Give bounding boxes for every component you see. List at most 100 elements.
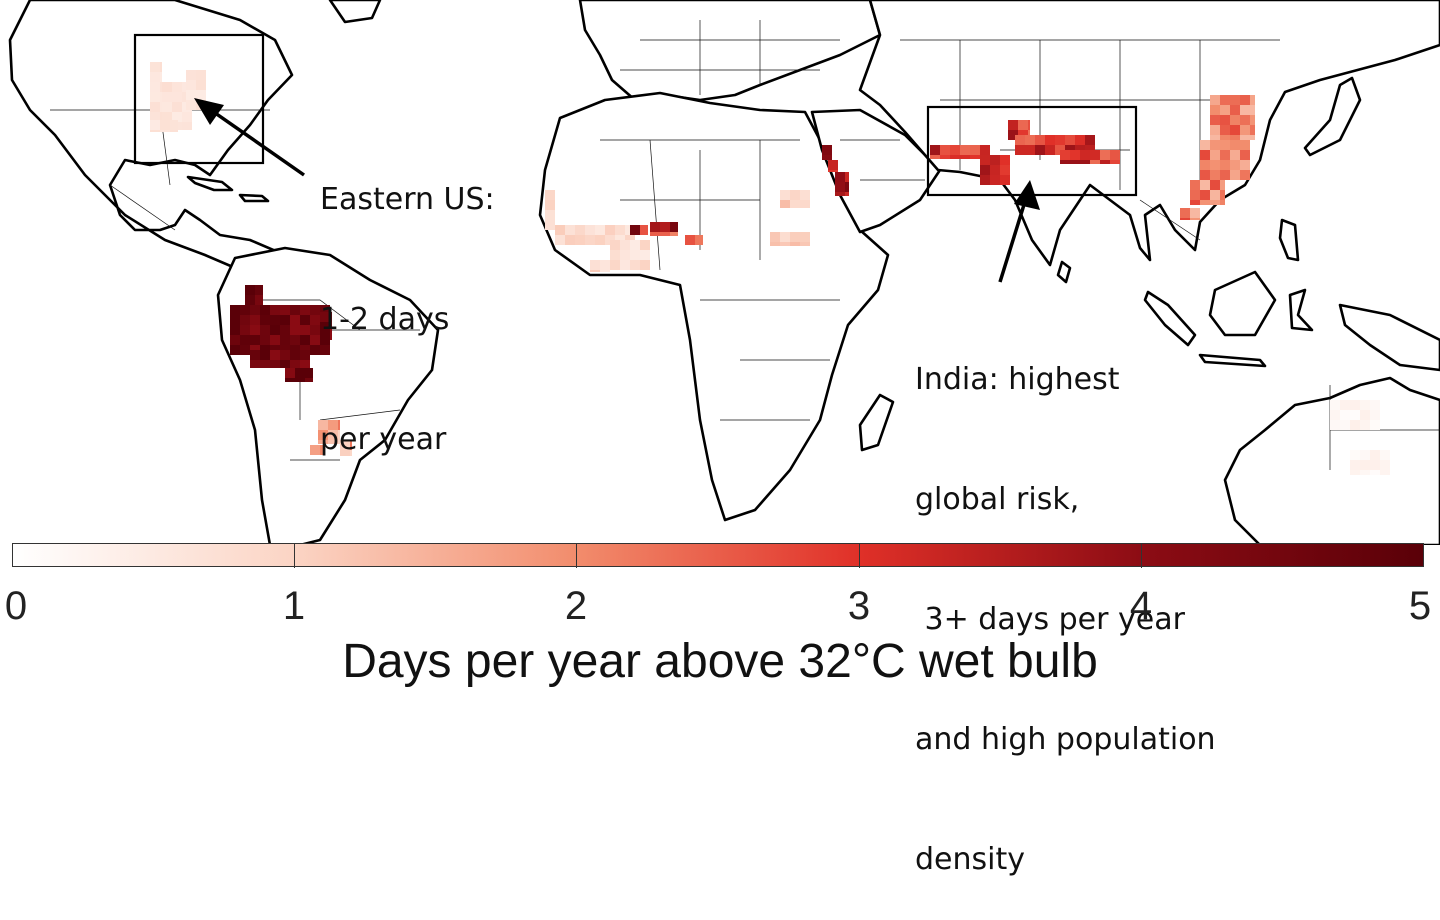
heat-cell-eastern-us — [172, 92, 182, 102]
heat-cell-indus-ganges — [1000, 165, 1010, 175]
heat-cell-indus-ganges — [990, 165, 1000, 175]
heat-cell-paraguay — [340, 440, 350, 450]
heat-cell-east-china — [1240, 150, 1250, 160]
heat-cell-east-china — [1220, 140, 1230, 150]
heat-cell-east-china — [1240, 125, 1250, 135]
heat-cell-red-sea-coast — [835, 182, 845, 192]
heat-cell-eastern-us — [150, 62, 160, 72]
heat-cell-nigeria-chad — [685, 235, 695, 245]
heat-cell-amazon — [230, 335, 240, 345]
heat-cell-eastern-us — [196, 90, 206, 100]
heat-cell-indus-ganges — [980, 145, 990, 155]
heat-cell-amazon — [240, 315, 250, 325]
heat-cell-sudan — [790, 200, 800, 208]
new-guinea — [1338, 303, 1440, 372]
india-annotation-line-5: density — [915, 842, 1025, 877]
india-annotation-line-1: India: highest — [915, 362, 1120, 397]
heat-cell-west-africa — [545, 210, 555, 220]
heat-cell-indus-ganges — [950, 155, 960, 159]
heat-cell-northern-australia — [1350, 450, 1360, 460]
heat-cell-amazon — [250, 325, 260, 335]
madagascar — [858, 393, 895, 452]
heat-cell-indus-ganges — [1090, 150, 1100, 160]
heat-cell-sudan — [780, 200, 790, 208]
heat-cell-west-africa — [585, 235, 595, 245]
heat-cell-indus-ganges — [960, 145, 970, 155]
heat-cell-nigeria-chad — [630, 225, 640, 235]
heat-cell-amazon — [300, 315, 310, 325]
heat-cell-east-china — [1220, 180, 1225, 190]
colorbar-label-2: 2 — [564, 584, 588, 628]
heat-cell-amazon — [300, 360, 310, 368]
heat-cell-east-china — [1230, 105, 1240, 115]
colorbar-label-0: 0 — [4, 584, 28, 628]
heat-cell-west-africa — [595, 235, 605, 245]
heat-cell-eastern-us — [170, 130, 178, 132]
heat-cell-east-china — [1210, 160, 1220, 170]
heat-cell-east-china — [1200, 150, 1210, 160]
heat-cell-red-sea-coast — [845, 192, 849, 196]
heat-cell-indus-ganges — [1028, 120, 1030, 130]
heat-cell-amazon — [320, 305, 330, 315]
eastern-us-highlight-box — [133, 33, 265, 165]
heat-cell-amazon — [230, 305, 240, 315]
heat-cell-east-china — [1210, 135, 1220, 140]
heat-cell-amazon — [295, 368, 305, 378]
heat-cell-eastern-us — [162, 92, 172, 102]
eastern-us-arrow — [206, 106, 306, 177]
heat-cell-amazon — [320, 322, 330, 332]
heat-cell-amazon — [300, 350, 310, 360]
heat-cell-east-china — [1230, 115, 1240, 125]
colorbar-label-4: 4 — [1129, 584, 1153, 628]
eastern-us-annotation: Eastern US: 1-2 days per year — [320, 100, 495, 500]
heat-cell-amazon — [290, 350, 300, 360]
heat-cell-east-china — [1250, 115, 1255, 125]
heat-cell-east-china — [1200, 140, 1210, 150]
heat-cell-northern-australia — [1350, 460, 1360, 470]
europe-landmass — [578, 0, 882, 102]
heat-cell-sudan — [800, 242, 810, 246]
heat-cell-nigeria-chad — [660, 222, 670, 232]
sumatra — [1143, 290, 1197, 347]
heat-cell-red-sea-coast — [828, 160, 838, 170]
heat-cell-indus-ganges — [990, 175, 1000, 185]
heat-cell-northern-australia — [1360, 450, 1370, 460]
heat-cell-east-china — [1250, 135, 1255, 140]
heat-cell-east-china — [1240, 140, 1250, 150]
heat-cell-amazon — [280, 335, 290, 345]
heat-cell-amazon — [290, 315, 300, 325]
sulawesi — [1288, 288, 1314, 332]
heat-cell-eastern-us — [160, 112, 162, 122]
heat-cell-eastern-us — [182, 122, 192, 130]
heat-cell-west-africa — [610, 250, 620, 260]
heat-cell-eastern-us — [150, 130, 160, 132]
sri-lanka — [1056, 260, 1072, 284]
heat-cell-eastern-us — [186, 100, 196, 110]
heat-cell-east-china — [1230, 150, 1240, 160]
heat-cell-sudan — [800, 200, 810, 208]
heat-cell-northern-australia — [1340, 410, 1350, 420]
heat-cell-indus-ganges — [1035, 135, 1045, 145]
heat-cell-indus-ganges — [1045, 145, 1055, 155]
heat-cell-amazon — [230, 315, 240, 325]
heat-cell-indus-ganges — [960, 155, 970, 159]
heat-cell-indus-ganges — [1000, 175, 1010, 185]
heat-risk-layer — [150, 62, 1390, 475]
heat-cell-east-china — [1210, 140, 1220, 150]
heat-cell-east-china — [1210, 125, 1220, 135]
heat-cell-eastern-us — [150, 92, 160, 102]
heat-cell-west-africa — [600, 270, 610, 272]
heat-cell-paraguay — [340, 450, 350, 456]
heat-cell-east-china — [1230, 140, 1240, 150]
asia-landmass — [858, 0, 1440, 267]
heat-cell-red-sea-coast — [822, 155, 832, 160]
heat-cell-eastern-us — [172, 82, 182, 92]
heat-cell-amazon — [310, 325, 320, 335]
heat-cell-northern-australia — [1370, 400, 1380, 410]
heat-cell-paraguay — [318, 420, 328, 430]
colorbar-title: Days per year above 32°C wet bulb — [342, 635, 1098, 688]
heat-cell-amazon — [270, 305, 280, 315]
heat-cell-west-africa — [545, 200, 555, 210]
heat-cell-indus-ganges — [1110, 160, 1120, 164]
heat-cell-amazon — [230, 325, 240, 335]
